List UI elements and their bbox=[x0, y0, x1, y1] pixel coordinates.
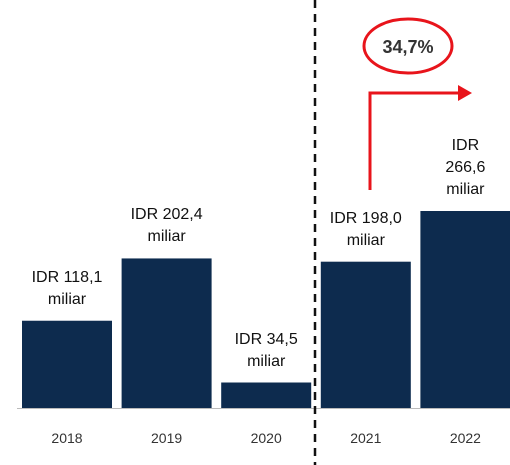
annotation-ellipse bbox=[362, 17, 454, 75]
x-tick-label: 2018 bbox=[51, 430, 82, 446]
value-label: IDR 198,0 miliar bbox=[329, 209, 402, 249]
arrow-head bbox=[458, 85, 472, 101]
value-label: IDR 34,5 miliar bbox=[234, 330, 298, 370]
bar bbox=[22, 320, 112, 408]
bar bbox=[420, 211, 510, 408]
bar bbox=[221, 382, 312, 408]
value-label: IDR 202,4 miliar bbox=[130, 206, 203, 246]
growth-arrow bbox=[368, 91, 462, 190]
x-tick-label: 2020 bbox=[251, 430, 282, 446]
value-label: IDR 118,1 miliar bbox=[31, 268, 103, 308]
bar bbox=[121, 258, 212, 408]
annotation: 34,7% bbox=[382, 37, 433, 57]
value-label: IDR 266,6 miliar bbox=[445, 137, 486, 198]
x-tick-label: 2022 bbox=[450, 430, 481, 446]
x-tick-label: 2021 bbox=[350, 430, 381, 446]
x-tick-label: 2019 bbox=[151, 430, 182, 446]
bar bbox=[320, 261, 411, 408]
